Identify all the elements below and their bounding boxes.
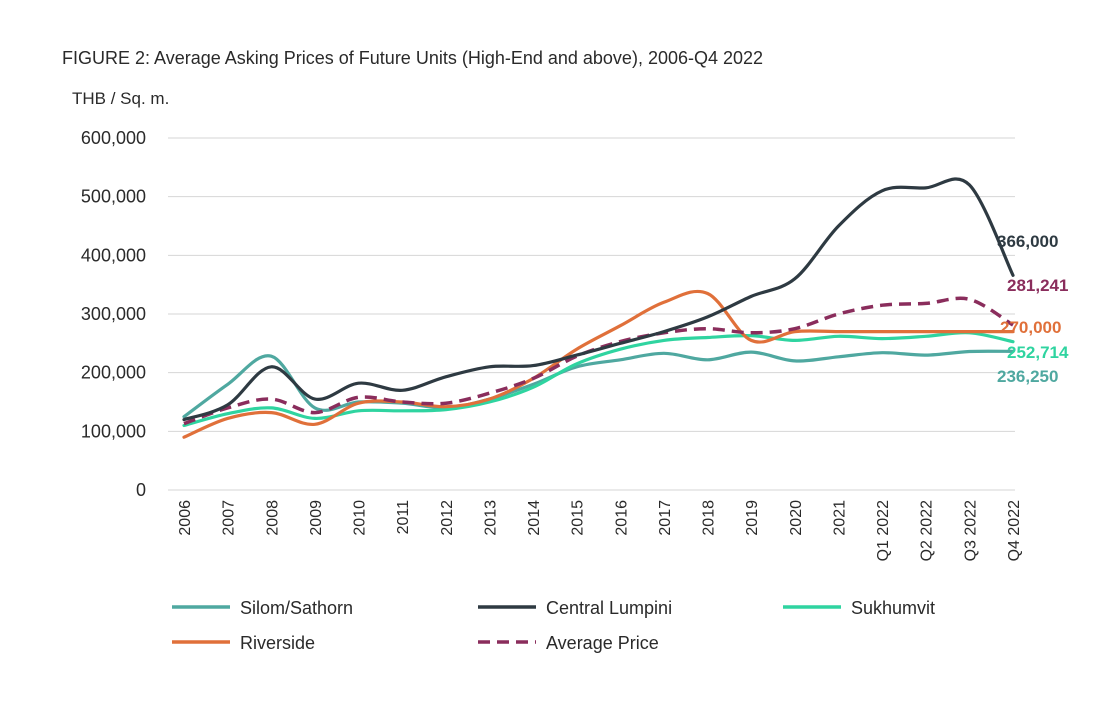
x-tick-label: Q1 2022 [875,500,892,561]
gridlines [168,137,1015,491]
end-value-label: 270,000 [1000,318,1061,337]
end-value-label: 281,241 [1007,276,1068,295]
y-tick-label: 100,000 [81,421,146,441]
end-value-label: 252,714 [1007,343,1069,362]
y-tick-label: 500,000 [81,187,146,207]
legend-item: Riverside [172,633,315,653]
x-tick-label: 2020 [788,500,805,536]
x-axis-ticks: 2006 2007 2008 2009 2010 2011 2012 2013 2014 2015… [177,500,1023,561]
x-tick-label: 2019 [744,500,761,536]
x-tick-label: 2009 [308,500,325,536]
x-tick-label: 2013 [482,500,499,536]
y-tick-label: 0 [136,480,146,500]
x-tick-label: 2014 [526,500,543,536]
y-axis-ticks: 0 100,000 200,000 300,000 400,000 500,000 600,… [81,128,146,500]
x-tick-label: 2012 [439,500,456,536]
end-value-label: 366,000 [997,232,1058,251]
x-tick-label: 2021 [831,500,848,536]
legend-item: Sukhumvit [783,598,935,618]
x-tick-label: 2011 [395,500,412,535]
x-tick-label: 2018 [701,500,718,536]
legend-item: Central Lumpini [478,598,672,618]
legend-item: Silom/Sathorn [172,598,353,618]
legend-label: Sukhumvit [851,598,935,618]
x-tick-label: 2008 [264,500,281,536]
x-tick-label: 2006 [177,500,194,536]
end-value-labels: 236,250 366,000 252,714 270,000 281,241 [997,232,1069,386]
legend: Silom/Sathorn Central Lumpini Sukhumvit Riv… [172,598,935,653]
series-line-silom-sathorn [182,349,1015,419]
x-tick-label: 2010 [352,500,369,536]
legend-item: Average Price [478,633,659,653]
series-line-central-lumpini [182,177,1015,422]
y-axis-unit-label: THB / Sq. m. [72,89,169,108]
series-lines [182,177,1015,439]
x-tick-label: Q2 2022 [919,500,936,561]
series-line-riverside [182,289,1015,439]
x-tick-label: 2016 [613,500,630,536]
x-tick-label: 2015 [570,500,587,536]
x-tick-label: Q3 2022 [962,500,979,561]
legend-label: Silom/Sathorn [240,598,353,618]
x-tick-label: 2017 [657,500,674,536]
chart-title: FIGURE 2: Average Asking Prices of Futur… [62,48,763,68]
series-line-sukhumvit [182,331,1015,428]
series-line-average-price [183,296,1014,426]
end-value-label: 236,250 [997,367,1058,386]
legend-label: Central Lumpini [546,598,672,618]
y-tick-label: 600,000 [81,128,146,148]
y-tick-label: 400,000 [81,245,146,265]
x-tick-label: 2007 [221,500,238,536]
legend-label: Riverside [240,633,315,653]
x-tick-label: Q4 2022 [1006,500,1023,561]
y-tick-label: 200,000 [81,363,146,383]
y-tick-label: 300,000 [81,304,146,324]
legend-label: Average Price [546,633,659,653]
